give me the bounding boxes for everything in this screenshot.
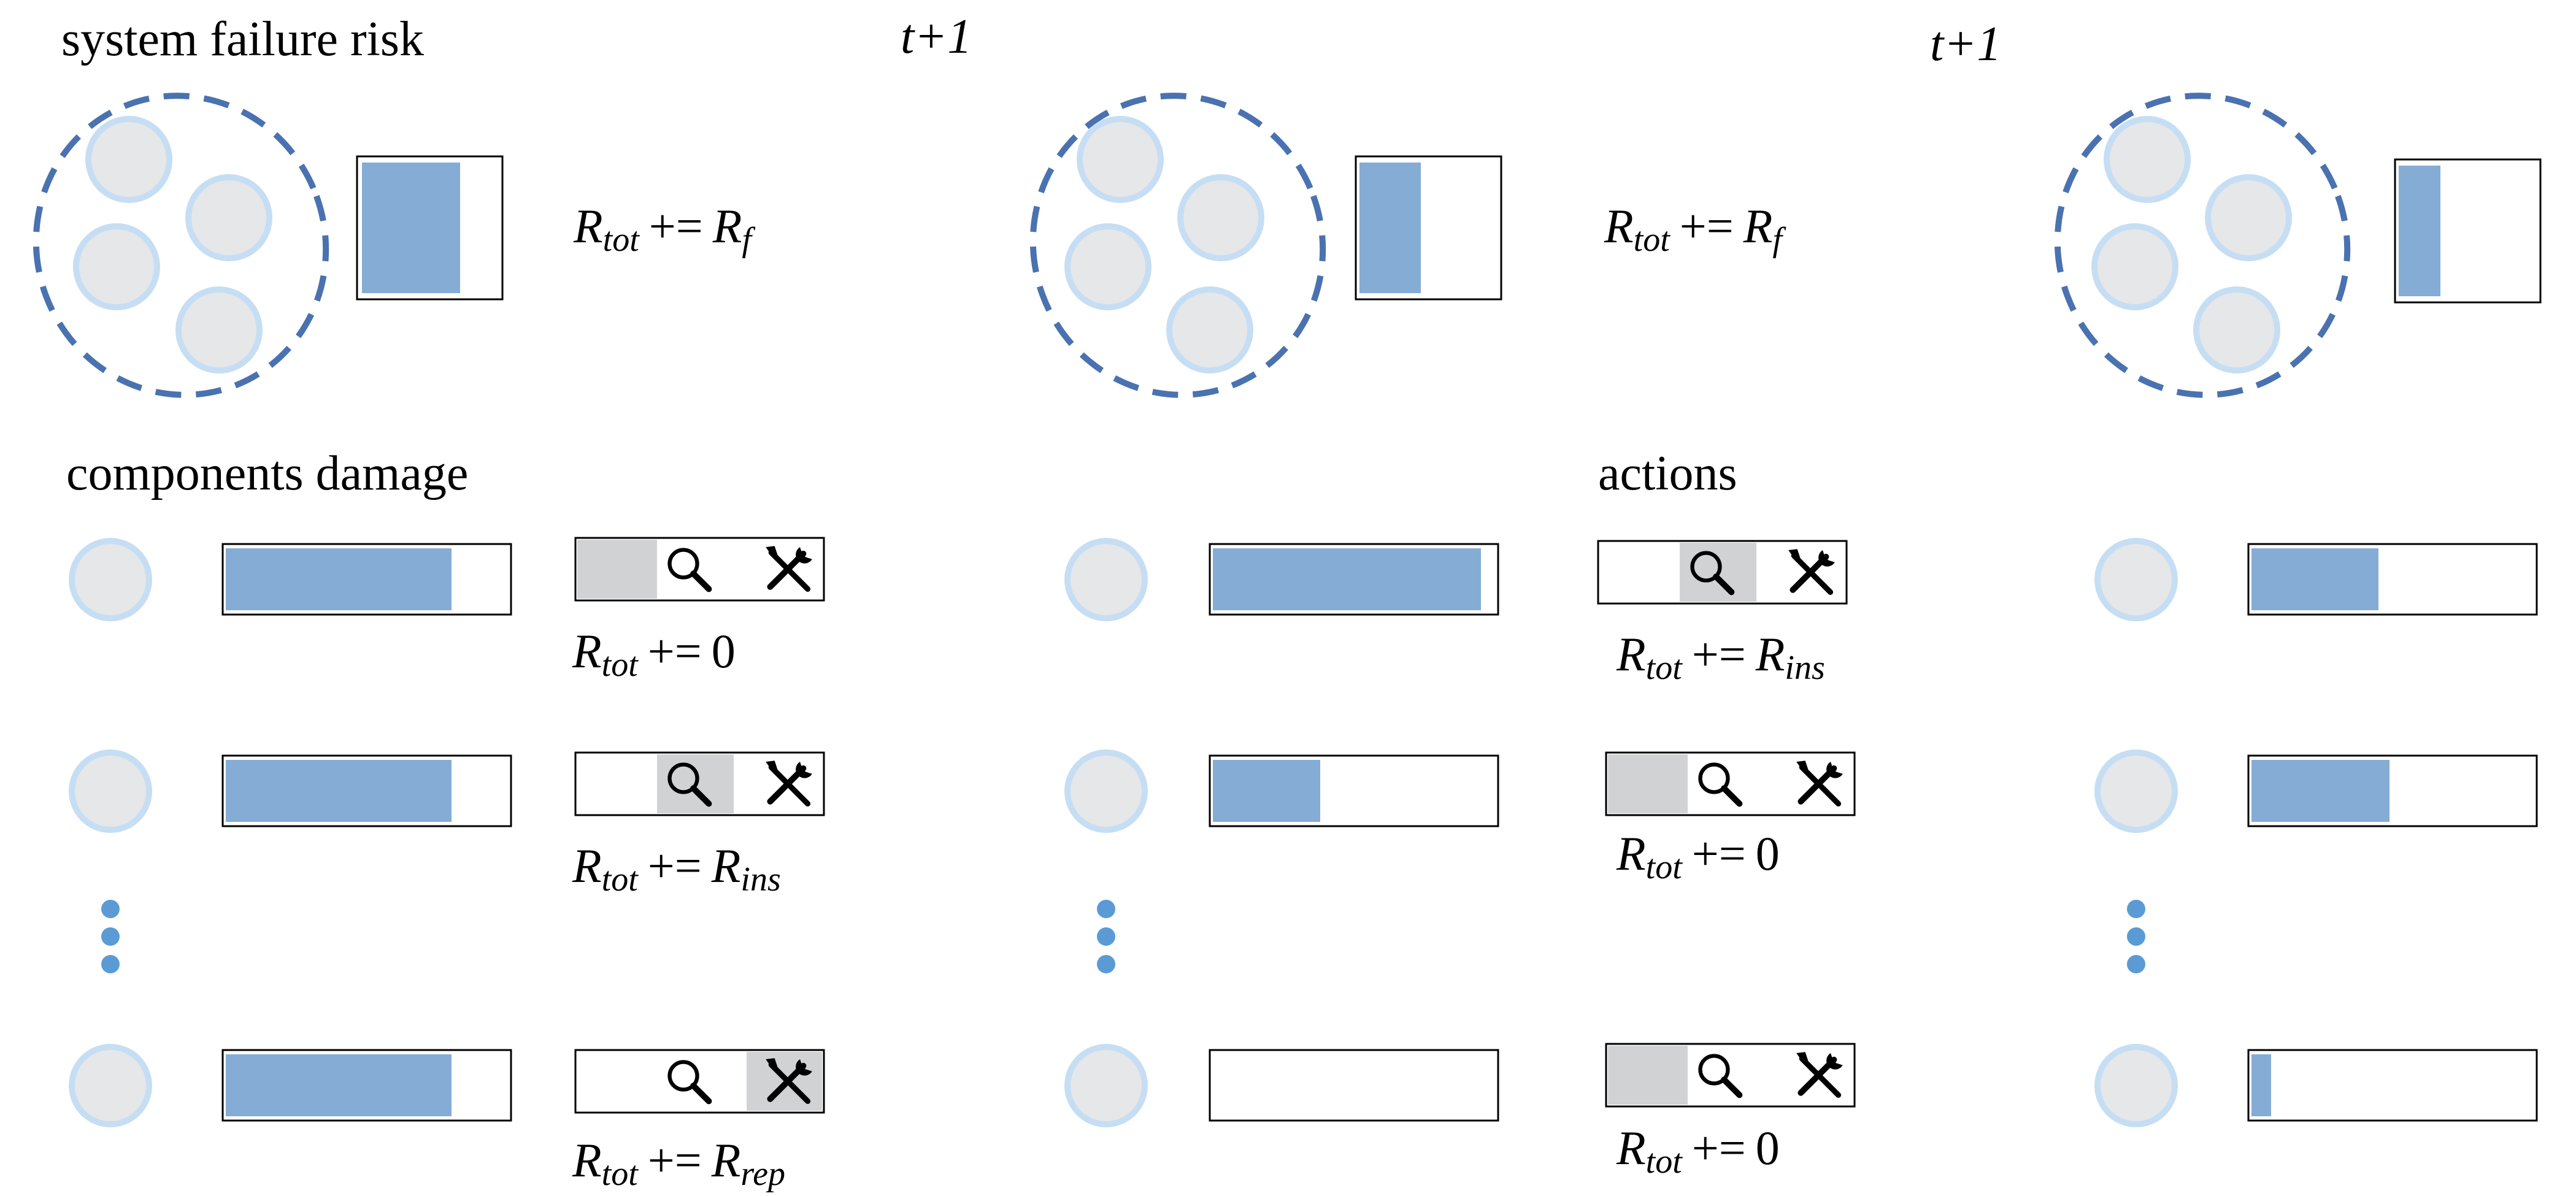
- system-component-1-1: [85, 116, 172, 203]
- component-2-2: [1064, 749, 1148, 833]
- action-selector-1-3[interactable]: [574, 1049, 825, 1114]
- system-risk-bar-fill-2: [1359, 163, 1421, 293]
- ellipsis-dot: [2127, 927, 2145, 946]
- damage-bar-fill-1-2: [226, 760, 452, 822]
- system-cost-equation-2: Rtot += Rf: [1604, 199, 1786, 259]
- system-component-3-2: [2205, 174, 2292, 261]
- system-component-2-1: [1077, 116, 1164, 203]
- component-2-3: [1064, 1044, 1148, 1127]
- system-component-1-3: [73, 223, 160, 310]
- action-cost-equation-2-2: Rtot += 0: [1616, 827, 1780, 886]
- damage-bar-fill-3-1: [2251, 548, 2378, 610]
- damage-bar-fill-1-1: [226, 548, 452, 610]
- action-cost-equation-2-1: Rtot += Rins: [1616, 627, 1825, 687]
- system-component-2-3: [1064, 223, 1152, 310]
- ellipsis-dot: [101, 927, 120, 946]
- damage-bar-frame-2-3: [1209, 1049, 1499, 1122]
- damage-bar-fill-2-2: [1213, 760, 1320, 822]
- components-damage-label: components damage: [66, 447, 468, 500]
- action-none-cell[interactable]: [1608, 1046, 1688, 1105]
- system-component-1-4: [175, 286, 263, 374]
- damage-bar-fill-3-2: [2251, 760, 2390, 822]
- ellipsis-dot: [101, 955, 120, 973]
- action-cost-equation-2-3: Rtot += 0: [1616, 1121, 1780, 1181]
- damage-bar-fill-3-3: [2251, 1054, 2271, 1116]
- system-component-2-2: [1177, 174, 1264, 261]
- ellipsis-dot: [2127, 900, 2145, 918]
- component-3-2: [2094, 749, 2178, 833]
- component-3-3: [2094, 1044, 2178, 1127]
- system-component-3-4: [2193, 286, 2280, 374]
- component-2-1: [1064, 538, 1148, 621]
- ellipsis-dot: [1097, 900, 1115, 918]
- system-failure-risk-label: system failure risk: [61, 12, 424, 66]
- action-cost-equation-1-2: Rtot += Rins: [572, 839, 781, 899]
- damage-bar-frame-3-3: [2247, 1049, 2538, 1122]
- system-boundary-3: [2054, 93, 2351, 398]
- time-step-label-2: t+1: [1930, 17, 2001, 71]
- system-component-1-2: [185, 174, 272, 261]
- ellipsis-dot: [101, 900, 120, 918]
- ellipsis-dot: [1097, 927, 1115, 946]
- action-cost-equation-1-3: Rtot += Rrep: [572, 1133, 785, 1193]
- system-component-3-1: [2104, 116, 2191, 203]
- system-risk-bar-fill-3: [2399, 166, 2440, 296]
- damage-bar-fill-2-1: [1213, 548, 1481, 610]
- component-1-1: [69, 538, 152, 621]
- system-component-3-3: [2091, 223, 2178, 310]
- system-component-2-4: [1166, 286, 1253, 374]
- action-selector-1-1[interactable]: [574, 537, 825, 602]
- time-step-label-1: t+1: [901, 10, 972, 64]
- damage-bar-fill-1-3: [226, 1054, 452, 1116]
- action-selector-2-1[interactable]: [1597, 540, 1848, 605]
- component-1-3: [69, 1044, 152, 1127]
- system-boundary-1: [33, 93, 329, 398]
- action-selector-2-2[interactable]: [1605, 751, 1856, 816]
- action-none-cell[interactable]: [577, 540, 657, 599]
- system-risk-bar-fill-1: [362, 163, 460, 293]
- action-cost-equation-1-1: Rtot += 0: [572, 624, 736, 684]
- action-selector-2-3[interactable]: [1605, 1043, 1856, 1108]
- actions-label: actions: [1598, 447, 1737, 500]
- ellipsis-dot: [1097, 955, 1115, 973]
- system-cost-equation-1: Rtot += Rf: [573, 199, 756, 259]
- ellipsis-dot: [2127, 955, 2145, 973]
- action-none-cell[interactable]: [1608, 754, 1688, 813]
- action-selector-1-2[interactable]: [574, 751, 825, 816]
- component-3-1: [2094, 538, 2178, 621]
- component-1-2: [69, 749, 152, 833]
- system-boundary-2: [1029, 93, 1326, 398]
